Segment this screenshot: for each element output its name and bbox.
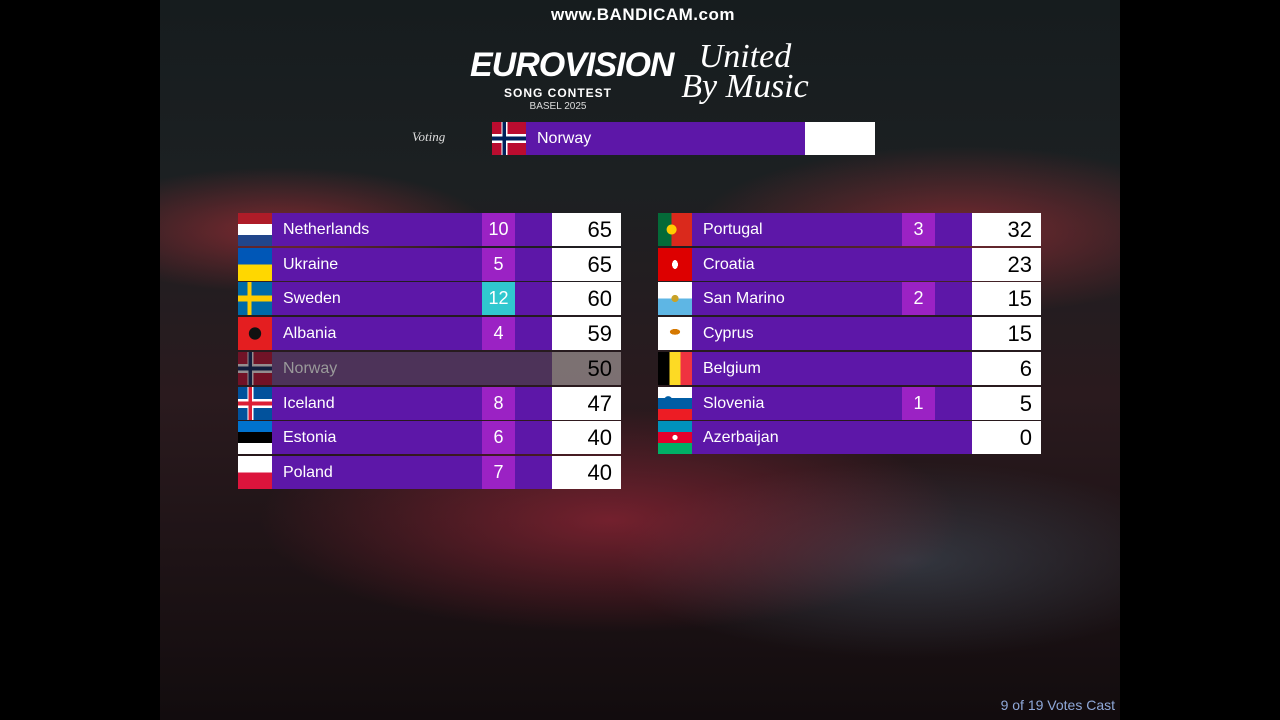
total-score: 0 [972,421,1041,455]
points-awarded: 7 [482,455,515,489]
country-name: Portugal [703,221,763,238]
flag [238,455,272,489]
total-score: 15 [972,317,1041,351]
flag [658,213,692,246]
score-row: Slovenia 1 5 [658,386,1041,420]
flag [238,317,272,351]
points-awarded: 1 [902,386,935,420]
flag [492,122,526,155]
total-score: 65 [552,213,621,246]
points-awarded: 6 [482,421,515,455]
slogan: United [698,38,792,75]
total-score: 32 [972,213,1041,246]
stage: www.BANDICAM.com EUROVISION SONG CONTEST… [160,0,1120,720]
score-row: San Marino 2 15 [658,282,1041,316]
flag [658,351,692,385]
votes-cast: 9 of 19 Votes Cast [1000,697,1115,713]
country-name: Norway [283,359,338,377]
flag [238,421,272,455]
flag [238,351,272,385]
country-name: Norway [537,130,592,147]
name-bar [526,122,806,155]
voting-label: Voting [412,129,446,144]
score-row: Cyprus 15 [658,317,1041,351]
total-score: 15 [972,282,1041,316]
country-name: Croatia [703,255,755,273]
score-row: Sweden 12 60 [238,282,621,316]
flag [658,282,692,316]
score-row: Iceland 8 47 [238,386,621,420]
logo-name: EUROVISION [470,46,674,84]
flag [658,317,692,351]
total-score: 50 [552,351,621,385]
country-name: Ukraine [283,255,339,273]
points-awarded: 8 [482,386,515,420]
name-bar [692,421,972,455]
total-score: 40 [552,421,621,455]
flag [658,421,692,455]
total-score: 47 [552,386,621,420]
score-row: Albania 4 59 [238,317,621,351]
name-bar [692,317,972,351]
score-row: Azerbaijan 0 [658,421,1041,455]
name-bar [272,351,552,385]
country-name: Azerbaijan [703,429,779,447]
points-box [805,122,875,155]
country-name: Iceland [283,394,335,412]
points-awarded: 5 [482,247,515,281]
points-awarded: 4 [482,317,515,351]
score-row: Belgium 6 [658,351,1041,385]
country-name: Belgium [703,359,761,377]
points-awarded: 3 [902,213,935,246]
points-awarded: 2 [902,282,935,316]
flag [238,247,272,281]
score-row: Croatia 23 [658,247,1041,281]
score-row: Estonia 6 40 [238,421,621,455]
slogan: By Music [681,68,809,105]
points-awarded: 10 [482,213,515,246]
country-name: Albania [283,325,337,343]
country-name: Poland [283,463,333,481]
flag [658,386,692,420]
total-score: 23 [972,247,1041,281]
total-score: 5 [972,386,1041,420]
score-row: Norway 50 [238,351,621,385]
score-row: Portugal 3 32 [658,213,1041,246]
voting-row: Norway [492,122,875,155]
country-name: San Marino [703,290,785,308]
flag [238,386,272,420]
country-name: Cyprus [703,325,754,343]
country-name: Sweden [283,290,341,308]
watermark: www.BANDICAM.com [551,5,735,24]
total-score: 40 [552,455,621,489]
points-awarded: 12 [482,282,515,316]
name-bar [692,351,972,385]
flag [658,247,692,281]
logo-subtitle: SONG CONTEST [503,86,612,100]
total-score: 65 [552,247,621,281]
score-row: Ukraine 5 65 [238,247,621,281]
country-name: Estonia [283,429,337,447]
flag [238,213,272,246]
total-score: 59 [552,317,621,351]
total-score: 6 [972,351,1041,385]
flag [238,282,272,316]
country-name: Slovenia [703,394,765,412]
total-score: 60 [552,282,621,316]
score-row: Netherlands 10 65 [238,213,621,246]
logo-edition: BASEL 2025 [529,101,587,112]
country-name: Netherlands [283,221,370,238]
name-bar [692,247,972,281]
score-row: Poland 7 40 [238,455,621,489]
